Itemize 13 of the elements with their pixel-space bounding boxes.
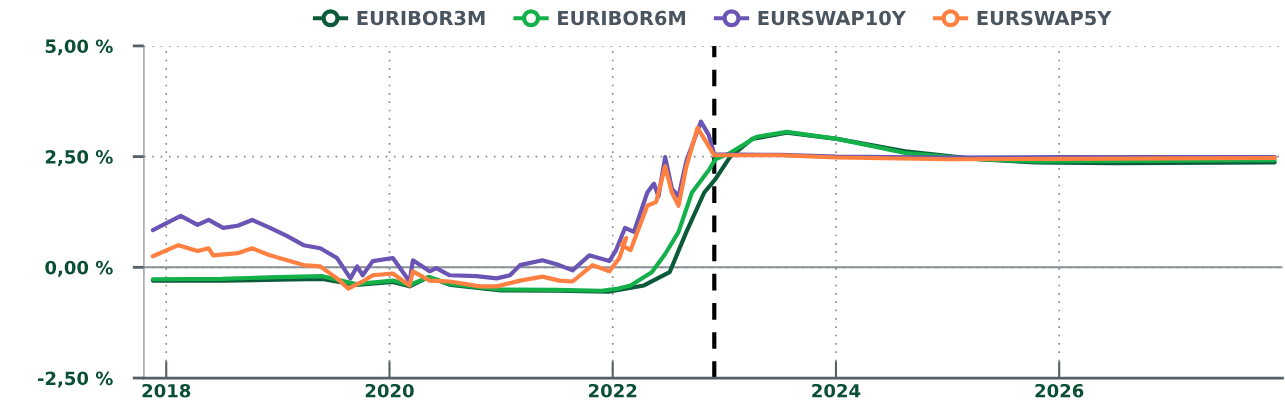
y-tick-label: -2,50 % <box>37 371 113 388</box>
legend-label: EURSWAP10Y <box>758 10 907 26</box>
y-tick-label: 2,50 % <box>45 150 113 167</box>
x-tick-label: 2022 <box>589 383 637 398</box>
x-tick-label: 2018 <box>142 383 191 398</box>
x-tick-label: 2020 <box>365 383 414 398</box>
y-tick-label: 5,00 % <box>45 39 113 56</box>
legend-label: EURSWAP5Y <box>977 10 1112 26</box>
x-tick-label: 2026 <box>1035 383 1084 398</box>
y-tick-label: 0,00 % <box>45 260 113 277</box>
legend-label: EURIBOR6M <box>558 10 685 26</box>
legend-label: EURIBOR3M <box>357 10 485 26</box>
x-tick-label: 2024 <box>812 383 861 398</box>
